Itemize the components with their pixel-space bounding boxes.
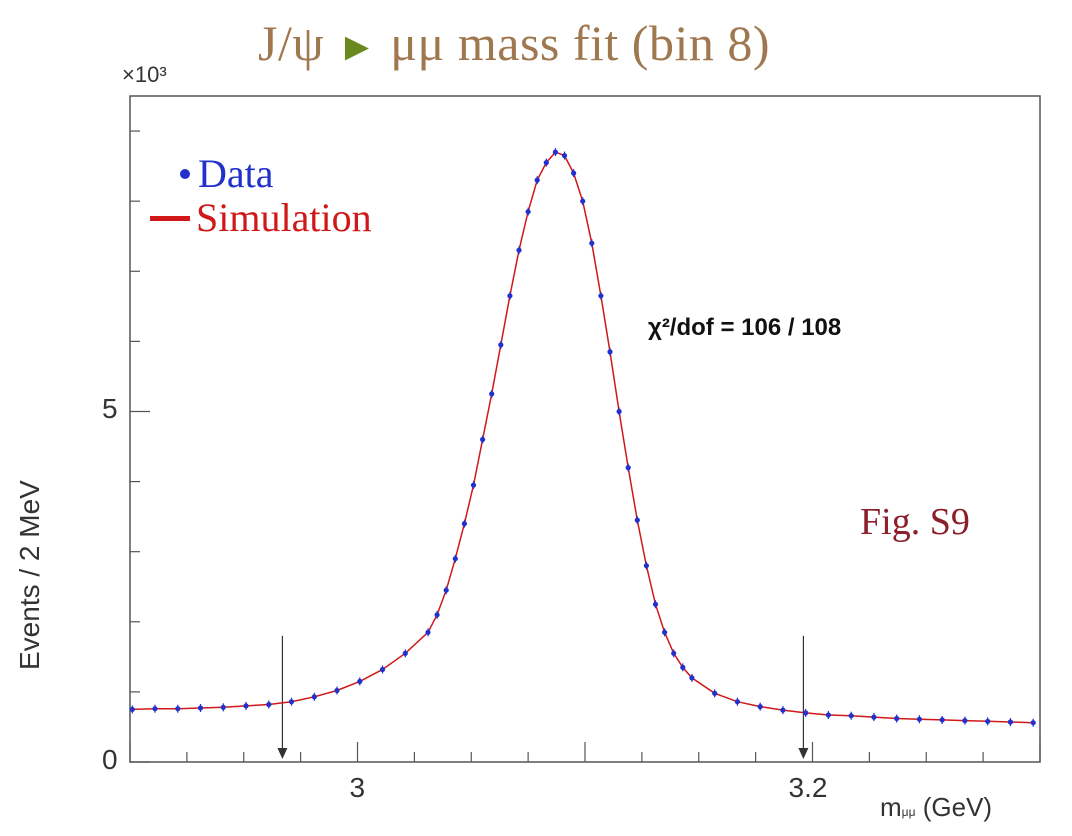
fit-window-arrow-head — [798, 748, 809, 759]
data-point — [543, 160, 549, 166]
data-point — [894, 715, 900, 722]
data-point — [534, 177, 540, 183]
data-point — [1007, 719, 1014, 725]
data-point — [266, 701, 272, 708]
x-tick-label: 3 — [349, 772, 366, 803]
data-point — [962, 718, 968, 724]
data-point — [402, 650, 408, 656]
data-point — [561, 153, 568, 159]
data-point — [871, 714, 877, 720]
y-multiplier: ×10³ — [122, 62, 167, 87]
data-point — [357, 678, 363, 685]
data-point — [916, 716, 923, 722]
data-point — [580, 198, 586, 204]
data-point — [470, 482, 477, 488]
data-point — [634, 517, 640, 523]
data-marker-icon — [180, 169, 190, 179]
data-point — [662, 629, 668, 635]
data-point — [552, 149, 559, 155]
fit-window-arrow-head — [277, 748, 288, 759]
legend-item-simulation: Simulation — [150, 196, 372, 240]
chi2-annotation: χ²/dof = 106 / 108 — [648, 314, 842, 341]
data-point — [598, 293, 604, 299]
simulation-line-icon — [150, 215, 190, 221]
x-axis-label-main: m — [880, 792, 902, 822]
data-point — [525, 209, 531, 215]
figure-note: Fig. S9 — [860, 501, 970, 543]
x-tick-label: 3.2 — [788, 772, 828, 803]
data-point — [425, 629, 431, 635]
data-points — [129, 148, 1036, 727]
data-point — [434, 612, 440, 618]
data-point — [1030, 720, 1036, 726]
data-point — [689, 675, 695, 681]
data-point — [461, 521, 467, 527]
data-point — [443, 587, 449, 593]
data-point — [616, 408, 622, 415]
data-point — [480, 436, 486, 443]
fit-window-arrows — [277, 635, 809, 759]
data-point — [625, 465, 631, 471]
data-point — [671, 650, 677, 656]
data-point — [589, 240, 595, 246]
title-head: J/ψ — [258, 15, 325, 71]
title-rest: μμ mass fit (bin 8) — [390, 15, 770, 71]
data-point — [452, 556, 458, 562]
data-point — [757, 704, 763, 710]
data-point — [197, 705, 204, 711]
data-point — [129, 706, 135, 713]
data-point — [498, 342, 504, 348]
chart-title: J/ψ ► μμ mass fit (bin 8) — [258, 14, 770, 72]
data-point — [939, 717, 945, 723]
simulation-curve — [132, 151, 1034, 724]
axis-ticks — [129, 130, 1041, 763]
data-point — [780, 707, 786, 713]
data-point — [985, 718, 991, 724]
data-point — [243, 703, 249, 709]
x-axis-label-sub: μμ — [901, 805, 916, 819]
x-axis-label-unit: (GeV) — [915, 792, 993, 822]
data-point — [516, 247, 522, 253]
data-point — [507, 293, 513, 299]
data-point — [334, 687, 340, 694]
data-point — [607, 349, 613, 355]
x-axis-label: mμμ (GeV) — [880, 792, 992, 823]
legend-simulation-label: Simulation — [196, 195, 372, 240]
data-point — [643, 563, 650, 569]
y-tick-label: 5 — [102, 393, 118, 425]
data-point — [489, 391, 495, 397]
title-arrow: ► — [337, 24, 378, 69]
y-tick-label: 0 — [102, 744, 118, 775]
data-point — [848, 713, 854, 719]
data-point — [825, 712, 832, 718]
data-point — [152, 706, 158, 712]
data-point — [652, 601, 659, 607]
legend: Data Simulation — [150, 152, 372, 240]
data-point — [311, 694, 317, 700]
legend-item-data: Data — [150, 152, 372, 196]
data-point — [288, 699, 295, 705]
data-point — [175, 706, 181, 712]
data-point — [571, 170, 577, 176]
data-point — [712, 690, 718, 696]
data-point — [803, 710, 809, 716]
data-point — [734, 699, 741, 705]
legend-data-label: Data — [198, 151, 274, 196]
data-point — [220, 704, 226, 710]
data-point — [680, 664, 686, 671]
data-point — [379, 666, 386, 673]
